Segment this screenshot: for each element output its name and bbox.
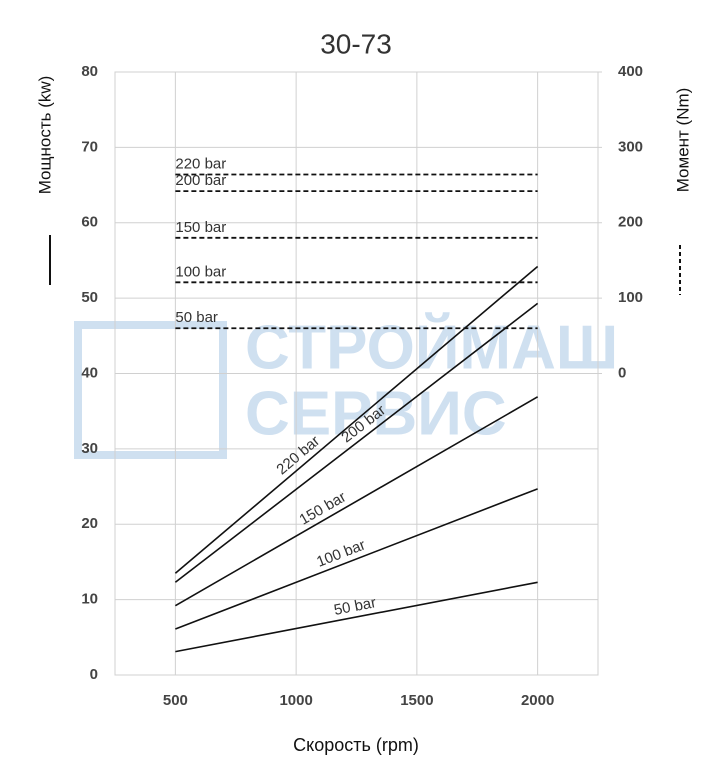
y-tick-label: 60 [81,214,98,231]
line-label: 50 bar [333,594,378,619]
watermark-text: СЕРВИС [245,379,507,448]
x-tick-label: 2000 [521,692,554,709]
y-tick-label: 30 [81,440,98,457]
y-tick-label: 70 [81,138,98,155]
y-tick-label: 20 [81,515,98,532]
x-tick-label: 500 [163,692,188,709]
y2-tick-label: 400 [618,63,643,80]
line-label: 150 bar [175,219,226,236]
y2-tick-label: 0 [618,364,626,381]
y-axis-label: Мощность (kw) [35,76,54,195]
line-label: 150 bar [296,488,349,528]
watermark-text: СТРОЙМАШ [245,312,618,382]
line-label: 200 bar [175,172,226,189]
y-tick-label: 40 [81,364,98,381]
power-line [175,488,538,630]
x-axis-label: Скорость (rpm) [293,735,419,755]
y-tick-label: 10 [81,591,98,608]
y-tick-label: 80 [81,63,98,80]
y2-tick-label: 300 [618,138,643,155]
x-tick-label: 1500 [400,692,433,709]
power-line [174,396,539,607]
x-tick-label: 1000 [279,692,312,709]
watermark-logo [74,321,227,459]
y2-axis-label: Момент (Nm) [673,88,692,193]
power-line [175,581,538,653]
line-label: 220 bar [175,155,226,172]
y2-tick-label: 200 [618,214,643,231]
y-tick-label: 0 [90,666,98,683]
y2-tick-label: 100 [618,289,643,306]
chart-title: 30-73 [320,28,392,59]
line-label: 100 bar [175,263,226,280]
y-tick-label: 50 [81,289,98,306]
power-line [174,265,539,574]
power-line [174,302,539,583]
line-label: 50 bar [175,309,218,326]
watermark: СТРОЙМАШ СЕРВИС [74,312,618,459]
